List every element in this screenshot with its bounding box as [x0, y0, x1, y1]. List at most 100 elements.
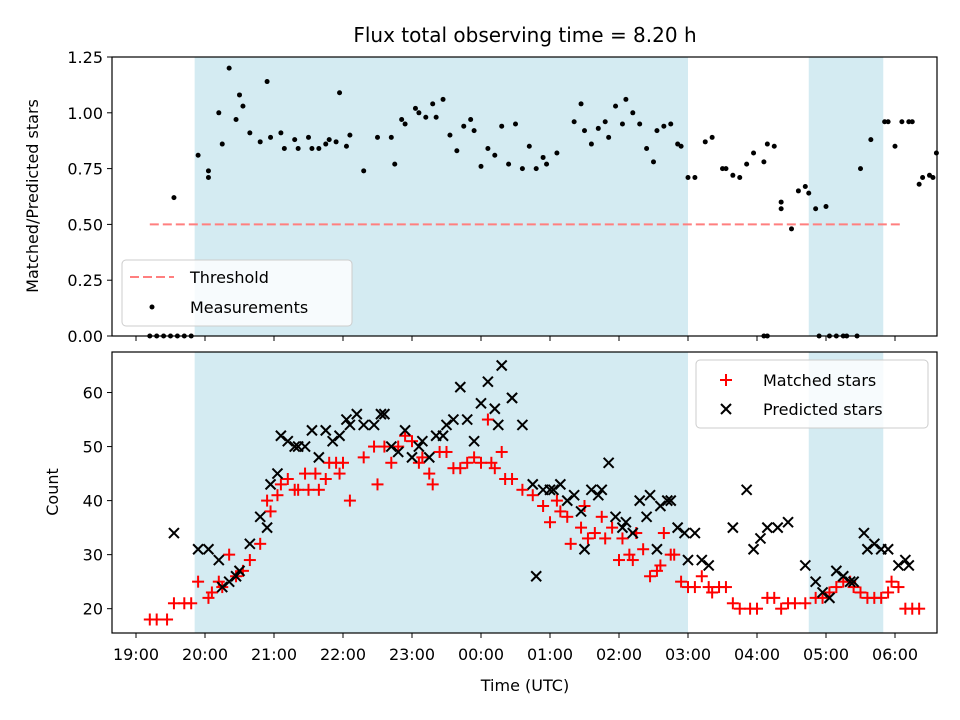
predicted-star-point: [861, 543, 874, 555]
measurement-point: [730, 172, 736, 178]
matched-star-point: [788, 597, 801, 610]
predicted-star-point: [320, 424, 332, 437]
matched-star-point: [892, 581, 905, 594]
measurement-point: [392, 161, 398, 167]
bottom-plot-frame: [111, 351, 938, 634]
measurement-point: [668, 121, 674, 127]
predicted-star-point: [575, 505, 587, 518]
measurement-point: [402, 121, 408, 127]
measurement-point: [281, 146, 287, 152]
matched-star-point: [675, 575, 688, 588]
predicted-star-point: [461, 413, 473, 426]
predicted-star-point: [678, 527, 691, 539]
measurement-point: [613, 103, 619, 109]
matched-star-point: [454, 462, 467, 475]
measurement-point: [813, 206, 819, 212]
matched-star-point: [554, 505, 567, 518]
matched-star-point: [488, 462, 501, 475]
measurement-point: [702, 139, 708, 145]
measurement-point: [333, 139, 339, 145]
predicted-star-point: [816, 586, 829, 599]
predicted-star-point: [782, 516, 794, 528]
measurement-point: [292, 137, 298, 143]
predicted-star-point: [489, 403, 501, 415]
matched-star-point: [261, 494, 274, 507]
x-tick-label: 03:00: [665, 645, 711, 664]
measurement-point: [789, 226, 794, 232]
predicted-star-point: [264, 478, 277, 491]
predicted-star-point: [506, 392, 518, 404]
matched-star-point: [616, 532, 629, 545]
x-tick-label: 06:00: [872, 645, 918, 664]
measurement-point: [795, 188, 801, 194]
predicted-star-point: [899, 554, 912, 566]
measurement-point: [526, 143, 532, 149]
measurement-point: [247, 130, 253, 136]
predicted-star-point: [651, 543, 663, 555]
measurement-point: [661, 123, 667, 129]
bottom-y-axis-label: Count: [43, 468, 62, 516]
measurement-point: [606, 134, 612, 140]
matched-star-point: [254, 537, 267, 550]
predicted-star-point: [682, 554, 694, 566]
matched-star-point: [913, 602, 926, 615]
predicted-star-point: [254, 511, 266, 523]
predicted-legend-swatch: [720, 403, 732, 415]
matched-star-point: [626, 554, 639, 567]
predicted-star-point: [903, 559, 915, 572]
measurement-point: [306, 134, 311, 140]
predicted-star-point: [406, 451, 418, 464]
measurement-point: [233, 116, 239, 122]
matched-legend-label: Matched stars: [763, 371, 876, 390]
predicted-star-point: [882, 543, 894, 555]
bottom-legend-box: [695, 359, 929, 429]
measurement-point: [868, 137, 874, 143]
predicted-star-point: [592, 489, 605, 501]
matched-star-point: [309, 467, 322, 480]
matched-star-point: [167, 597, 180, 610]
measurement-point: [544, 161, 550, 167]
predicted-star-point: [213, 554, 225, 566]
matched-star-point: [333, 467, 346, 480]
matched-star-point: [312, 483, 325, 496]
predicted-star-point: [416, 435, 429, 447]
measurement-point: [433, 114, 439, 120]
predicted-star-point: [844, 575, 856, 588]
measurement-point: [623, 96, 629, 102]
predicted-star-point: [696, 554, 708, 566]
measurement-point: [651, 159, 656, 165]
matched-star-point: [644, 570, 657, 583]
top-y-axis-label: Matched/Predicted stars: [23, 99, 42, 293]
matched-star-point: [706, 586, 719, 599]
predicted-star-point: [192, 543, 204, 555]
predicted-star-point: [689, 527, 701, 539]
predicted-star-point: [616, 521, 629, 534]
matched-star-point: [440, 445, 453, 458]
measurement-point: [361, 168, 367, 174]
bottom-shaded-interval-0: [194, 352, 688, 633]
measurement-point: [882, 119, 888, 125]
matched-star-point: [657, 527, 670, 540]
matched-star-point: [854, 586, 867, 599]
matched-star-point: [550, 494, 563, 507]
predicted-star-point: [437, 430, 449, 442]
measurement-point: [513, 121, 518, 127]
measurement-point: [892, 143, 898, 149]
matched-star-point: [613, 554, 625, 567]
measurement-point: [323, 141, 329, 147]
predicted-star-point: [399, 424, 411, 437]
measurement-point: [195, 152, 201, 158]
matched-star-point: [726, 597, 739, 610]
measurement-point: [720, 166, 725, 172]
predicted-star-point: [596, 484, 608, 496]
predicted-star-point: [233, 565, 246, 577]
predicted-star-point: [216, 581, 228, 593]
predicted-star-point: [830, 565, 843, 577]
bottom-y-tick-label: 40: [83, 492, 103, 511]
x-tick-label: 19:00: [113, 645, 159, 664]
measurement-point: [778, 206, 784, 212]
measurement-point: [416, 110, 422, 116]
measurement-point: [654, 128, 660, 134]
measurement-point: [471, 128, 477, 134]
matched-star-point: [654, 559, 667, 572]
